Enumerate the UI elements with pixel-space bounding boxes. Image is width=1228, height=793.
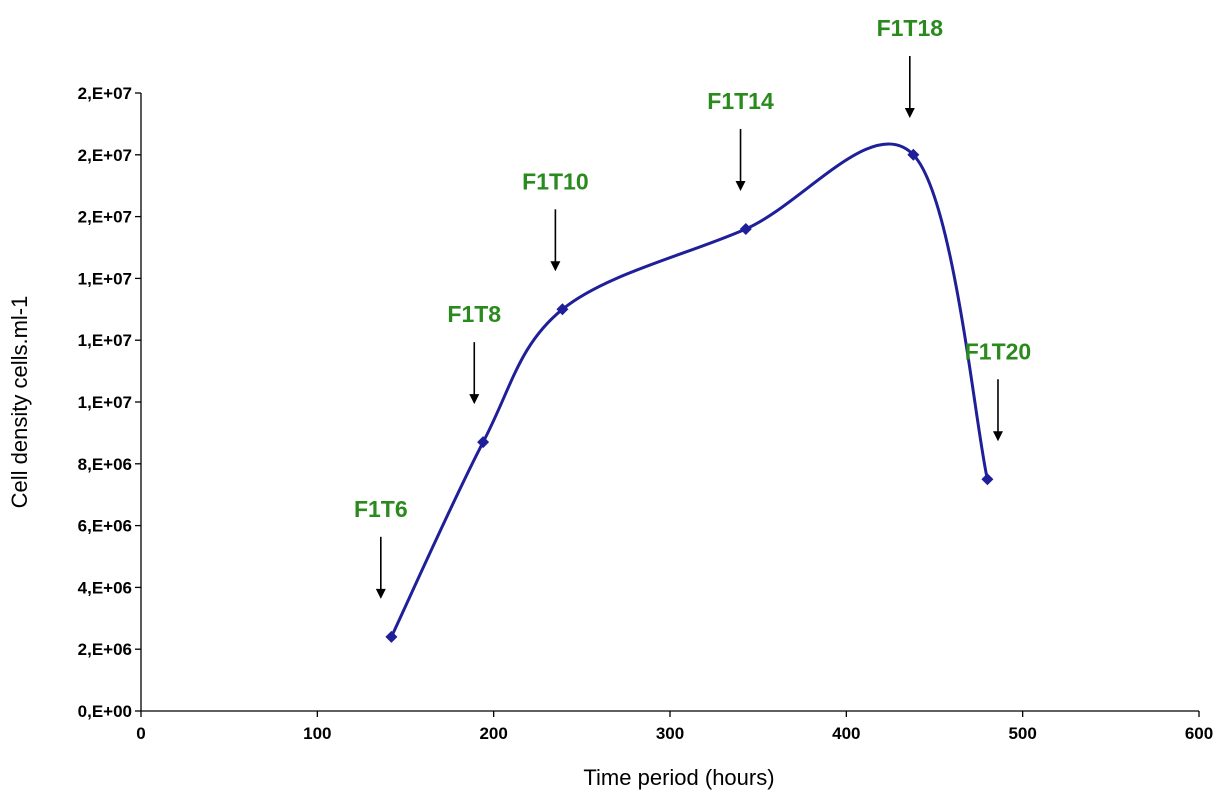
data-point-marker <box>556 303 569 316</box>
annotation-label: F1T8 <box>447 301 501 327</box>
annotation-arrow-head <box>469 394 480 405</box>
y-tick-label: 2,E+07 <box>78 146 132 165</box>
annotation-label: F1T10 <box>522 168 588 194</box>
data-point-marker <box>981 473 994 486</box>
y-axis-title: Cell density cells.ml-1 <box>7 296 32 509</box>
annotation-arrow-head <box>904 108 915 118</box>
annotation-label: F1T6 <box>354 496 408 522</box>
data-point-marker <box>385 630 398 643</box>
x-tick-label: 0 <box>136 724 145 743</box>
y-tick-label: 4,E+06 <box>78 578 132 597</box>
y-tick-label: 1,E+07 <box>78 393 132 412</box>
x-axis-title: Time period (hours) <box>583 765 774 790</box>
y-tick-label: 8,E+06 <box>78 455 132 474</box>
y-tick-label: 2,E+07 <box>78 208 132 227</box>
data-point-marker <box>477 436 490 449</box>
data-point-marker <box>739 222 752 235</box>
series-group <box>390 142 989 638</box>
annotation-arrow-head <box>735 180 746 191</box>
x-tick-label: 500 <box>1008 724 1036 743</box>
x-ticks: 0 100 200 300 400 500 600 <box>136 711 1213 743</box>
annotation-label: F1T14 <box>707 88 774 114</box>
x-tick-label: 300 <box>656 724 684 743</box>
annotation-labels: F1T6 F1T8 F1T10 F1T14 F1T18 F1T20 <box>354 15 1031 522</box>
y-tick-label: 1,E+07 <box>78 269 132 288</box>
x-tick-label: 200 <box>479 724 507 743</box>
y-tick-label: 0,E+00 <box>78 702 132 721</box>
series-line <box>390 142 989 638</box>
y-ticks: 0,E+00 2,E+06 4,E+06 6,E+06 8,E+06 1,E+07 1,E+… <box>78 84 141 721</box>
y-tick-label: 2,E+06 <box>78 640 132 659</box>
x-tick-label: 100 <box>303 724 331 743</box>
axes <box>140 93 1199 712</box>
y-tick-label: 2,E+07 <box>78 84 132 103</box>
y-tick-label: 6,E+06 <box>78 517 132 536</box>
annotation-arrow-head <box>550 261 561 272</box>
markers <box>385 148 994 643</box>
x-tick-label: 600 <box>1185 724 1213 743</box>
data-point-marker <box>907 148 920 161</box>
x-tick-label: 400 <box>832 724 860 743</box>
y-tick-label: 1,E+07 <box>78 331 132 350</box>
annotation-arrow-head <box>375 588 386 599</box>
annotation-label: F1T20 <box>965 338 1031 364</box>
annotation-arrows <box>375 56 1003 599</box>
annotation-arrow-head <box>992 431 1003 442</box>
annotation-label: F1T18 <box>877 15 944 41</box>
